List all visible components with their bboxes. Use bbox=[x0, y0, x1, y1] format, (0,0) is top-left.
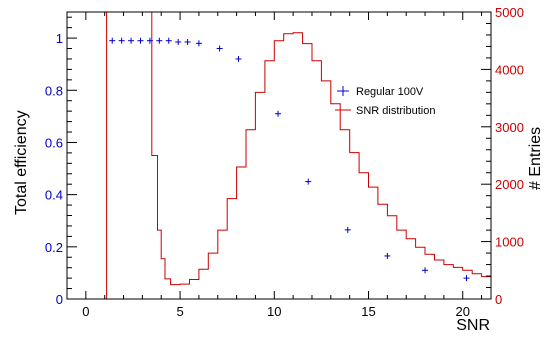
plot-frame bbox=[66, 11, 492, 300]
x-tick-label: 10 bbox=[267, 304, 281, 319]
efficiency-point-4 bbox=[146, 37, 153, 44]
x-tick-label: 5 bbox=[176, 304, 183, 319]
efficiency-point-15 bbox=[384, 252, 391, 259]
efficiency-point-11 bbox=[235, 55, 242, 62]
y-right-tick-label: 2000 bbox=[495, 177, 524, 192]
efficiency-point-6 bbox=[165, 37, 172, 44]
x-axis-title: SNR bbox=[456, 317, 490, 334]
efficiency-point-3 bbox=[137, 37, 144, 44]
efficiency-point-12 bbox=[275, 110, 282, 117]
y-right-tick-label: 4000 bbox=[495, 62, 524, 77]
efficiency-point-8 bbox=[184, 39, 191, 46]
legend-label-distribution: SNR distribution bbox=[356, 105, 435, 117]
efficiency-point-5 bbox=[156, 37, 163, 44]
y-left-tick-label: 0.4 bbox=[45, 188, 63, 203]
y-right-tick-label: 3000 bbox=[495, 120, 524, 135]
y-right-tick-label: 0 bbox=[495, 292, 502, 307]
efficiency-point-13 bbox=[305, 178, 312, 185]
legend: Regular 100V SNR distribution bbox=[335, 86, 435, 117]
efficiency-point-7 bbox=[175, 39, 182, 46]
efficiency-point-2 bbox=[128, 37, 135, 44]
x-tick-label: 20 bbox=[455, 304, 469, 319]
efficiency-point-9 bbox=[195, 40, 202, 47]
efficiency-point-17 bbox=[463, 275, 470, 282]
y-right-tick-label: 1000 bbox=[495, 235, 524, 250]
y-left-tick-label: 0 bbox=[56, 292, 63, 307]
y-right-tick-label: 5000 bbox=[495, 5, 524, 20]
efficiency-point-0 bbox=[109, 37, 116, 44]
y-left-tick-label: 0.6 bbox=[45, 135, 63, 150]
efficiency-point-10 bbox=[216, 45, 223, 52]
y-left-tick-label: 0.8 bbox=[45, 83, 63, 98]
y-axis-right-title: # Entries bbox=[527, 127, 544, 190]
snr-distribution-line bbox=[106, 11, 492, 299]
x-tick-label: 15 bbox=[361, 304, 375, 319]
y-left-tick-label: 1 bbox=[56, 31, 63, 46]
y-axis-left-title: Total efficiency bbox=[13, 110, 30, 215]
x-tick-label: 0 bbox=[82, 304, 89, 319]
efficiency-point-16 bbox=[422, 267, 429, 274]
y-left-tick-label: 0.2 bbox=[45, 240, 63, 255]
efficiency-point-14 bbox=[344, 226, 351, 233]
efficiency-point-1 bbox=[118, 37, 125, 44]
legend-label-efficiency: Regular 100V bbox=[356, 86, 424, 98]
